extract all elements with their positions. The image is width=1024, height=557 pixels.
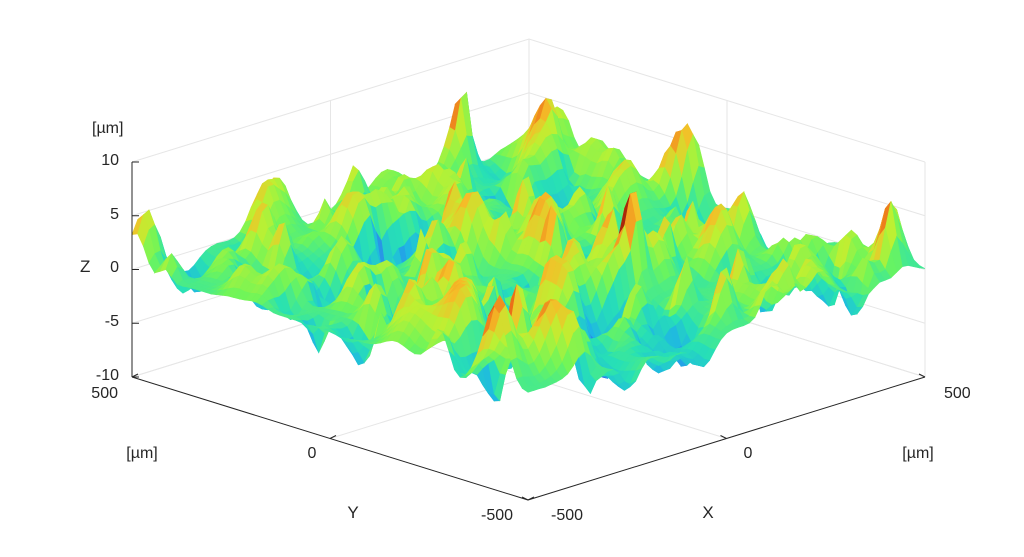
x-tick-mark <box>521 496 529 501</box>
y-tick-mark <box>527 496 535 501</box>
z-unit-label: [µm] <box>92 120 123 137</box>
surface-patch <box>521 386 535 393</box>
z-tick-label: -5 <box>105 313 119 330</box>
x-tick-label: -500 <box>551 507 583 524</box>
z-tick-label: 0 <box>110 259 119 276</box>
z-axis-label: Z <box>80 257 90 276</box>
y-tick-label: -500 <box>481 507 513 524</box>
y-unit-label: [µm] <box>126 445 157 462</box>
x-axis-label: X <box>702 503 713 522</box>
y-tick-mark <box>329 435 337 439</box>
y-tick-label: 500 <box>91 385 118 402</box>
z-tick-label: 10 <box>101 152 119 169</box>
x-tick-mark <box>720 435 727 439</box>
y-tick-label: 0 <box>308 445 317 462</box>
y-axis-label: Y <box>347 503 358 522</box>
x-tick-label: 0 <box>744 445 753 462</box>
surface-mesh <box>131 91 926 402</box>
z-tick-label: -10 <box>96 367 119 384</box>
axes <box>131 161 926 501</box>
x-unit-label: [µm] <box>902 445 933 462</box>
z-tick-label: 5 <box>110 206 119 223</box>
x-tick-label: 500 <box>944 385 971 402</box>
x-tick-mark <box>918 373 926 378</box>
